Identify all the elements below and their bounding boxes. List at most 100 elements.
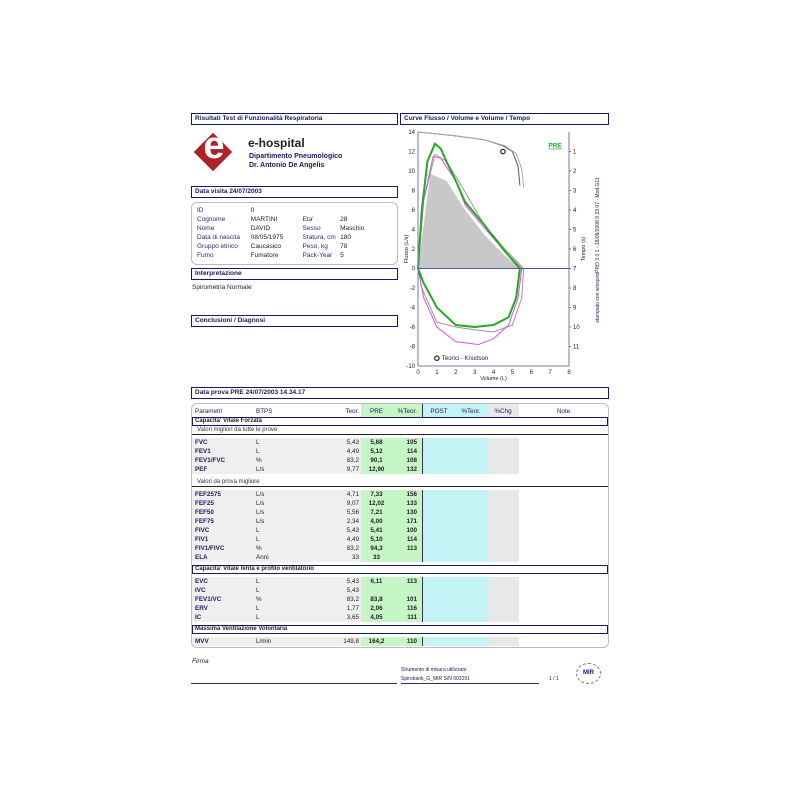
cell: MVV — [192, 637, 254, 646]
cell — [487, 490, 519, 499]
cell: ERV — [192, 604, 254, 613]
cell — [423, 637, 455, 646]
patient-label — [303, 206, 341, 215]
y-tick-label: 4 — [412, 228, 416, 234]
signature-line — [191, 683, 397, 684]
cell: L/s — [254, 508, 330, 517]
x-tick-label: 2 — [454, 370, 458, 376]
visit-date: Data visita 24/07/2003 — [191, 186, 398, 198]
cell: L — [254, 438, 330, 447]
cell: IVC — [192, 586, 254, 595]
cell: L/s — [254, 499, 330, 508]
y2-tick-label: 10 — [573, 325, 580, 331]
column-header: %Teor. — [392, 404, 423, 417]
y2-tick-label: 1 — [573, 150, 577, 156]
patient-value: 0 — [250, 207, 255, 214]
predicted-area — [418, 173, 521, 269]
cell — [487, 577, 519, 586]
cell — [487, 544, 519, 553]
cell: 6,11 — [361, 577, 392, 586]
table-row: ERV L 1,77 2,06 116 — [192, 604, 608, 613]
column-header: Teor. — [345, 408, 359, 415]
y2-tick-label: 5 — [573, 228, 577, 234]
cell — [487, 508, 519, 517]
cell — [519, 508, 608, 517]
y-tick-label: -4 — [410, 306, 416, 312]
cell: FEF50 — [192, 508, 254, 517]
cell: 12,90 — [361, 465, 392, 474]
patient-value: 28 — [340, 216, 348, 223]
cell: 5,43 — [330, 526, 361, 535]
y-tick-label: 0 — [412, 267, 416, 273]
table-row: FIV1/FIVC% 83,2 94,3 113 — [192, 544, 608, 553]
y2-tick-label: 9 — [573, 306, 577, 312]
cell — [423, 604, 455, 613]
cell: 4,49 — [330, 535, 361, 544]
cell — [519, 490, 608, 499]
cell — [455, 517, 487, 526]
instrument-name: Spirobank_G_MIR S/N 003291 — [401, 676, 470, 682]
predicted-marker — [500, 148, 506, 155]
cell — [423, 595, 455, 604]
cell — [487, 526, 519, 535]
patient-value — [340, 206, 392, 215]
patient-label: Cognome — [197, 216, 226, 223]
cell — [519, 604, 608, 613]
x-tick-label: 7 — [548, 370, 552, 376]
cell — [423, 465, 455, 474]
table-row: FEF75 L/s 2,34 4,00 171 — [192, 517, 608, 526]
cell — [455, 535, 487, 544]
cell: 7,21 — [361, 508, 392, 517]
patient-label: Pack-Year — [302, 252, 333, 259]
y-tick-label: -8 — [410, 345, 416, 351]
table-row: FEV1/VC% 83,2 83,8 101 — [192, 595, 608, 604]
cell — [487, 613, 519, 622]
cell: L — [254, 613, 330, 622]
cell: FIV1 — [192, 535, 254, 544]
patient-value: 180 — [340, 234, 351, 241]
cell: L — [254, 526, 330, 535]
subsection-header: Valori da prova migliore — [192, 478, 608, 487]
x-tick-label: 1 — [435, 370, 439, 376]
cell — [423, 535, 455, 544]
cell — [455, 456, 487, 465]
patient-label: Eta' — [302, 216, 314, 223]
cell: 5,68 — [361, 438, 392, 447]
cell — [423, 544, 455, 553]
patient-row: Gruppo etnico Caucasico Peso, kg 78 — [197, 242, 392, 251]
table-row: FEV1/FVC% 83,2 90,1 108 — [192, 456, 608, 465]
cell: 83,2 — [330, 595, 361, 604]
cell: 149,8 — [330, 637, 361, 646]
cell: 2,06 — [361, 604, 392, 613]
y2-axis-label: Tempo (s) — [581, 237, 587, 262]
cell: 4,49 — [330, 447, 361, 456]
cell: 130 — [392, 508, 423, 517]
cell — [487, 637, 519, 646]
cell — [519, 553, 608, 562]
cell: 9,07 — [330, 499, 361, 508]
series-line-3 — [417, 142, 521, 329]
cell: 1,77 — [330, 604, 361, 613]
column-header: POST — [423, 404, 455, 417]
table-row: FIVC L 5,43 5,41 100 — [192, 526, 608, 535]
column-header: %Teor. — [455, 404, 487, 417]
cell — [423, 490, 455, 499]
table-header: Parametri BTPS Teor. PRE %Teor. POST %Teor. %Ch… — [192, 404, 608, 417]
patient-value: Maschio — [340, 225, 365, 232]
cell — [423, 447, 455, 456]
table-row: FIV1 L 4,49 5,10 114 — [192, 535, 608, 544]
table-row: PEF L/s 9,77 12,90 132 — [192, 465, 608, 474]
cell: L/s — [254, 465, 330, 474]
cell: FEF25 — [192, 499, 254, 508]
cell — [487, 517, 519, 526]
mir-logo: MIR — [576, 663, 601, 684]
cell: % — [254, 456, 330, 465]
cell — [392, 553, 423, 562]
x-tick-label: 3 — [473, 370, 477, 376]
interpretation-text: Spirometria Normale — [192, 284, 252, 291]
x-tick-label: 8 — [567, 370, 571, 376]
cell: 116 — [392, 604, 423, 613]
cell — [519, 499, 608, 508]
x-axis-label: Volume (L) — [480, 376, 507, 382]
table-row: IC L 3,65 4,05 111 — [192, 613, 608, 622]
